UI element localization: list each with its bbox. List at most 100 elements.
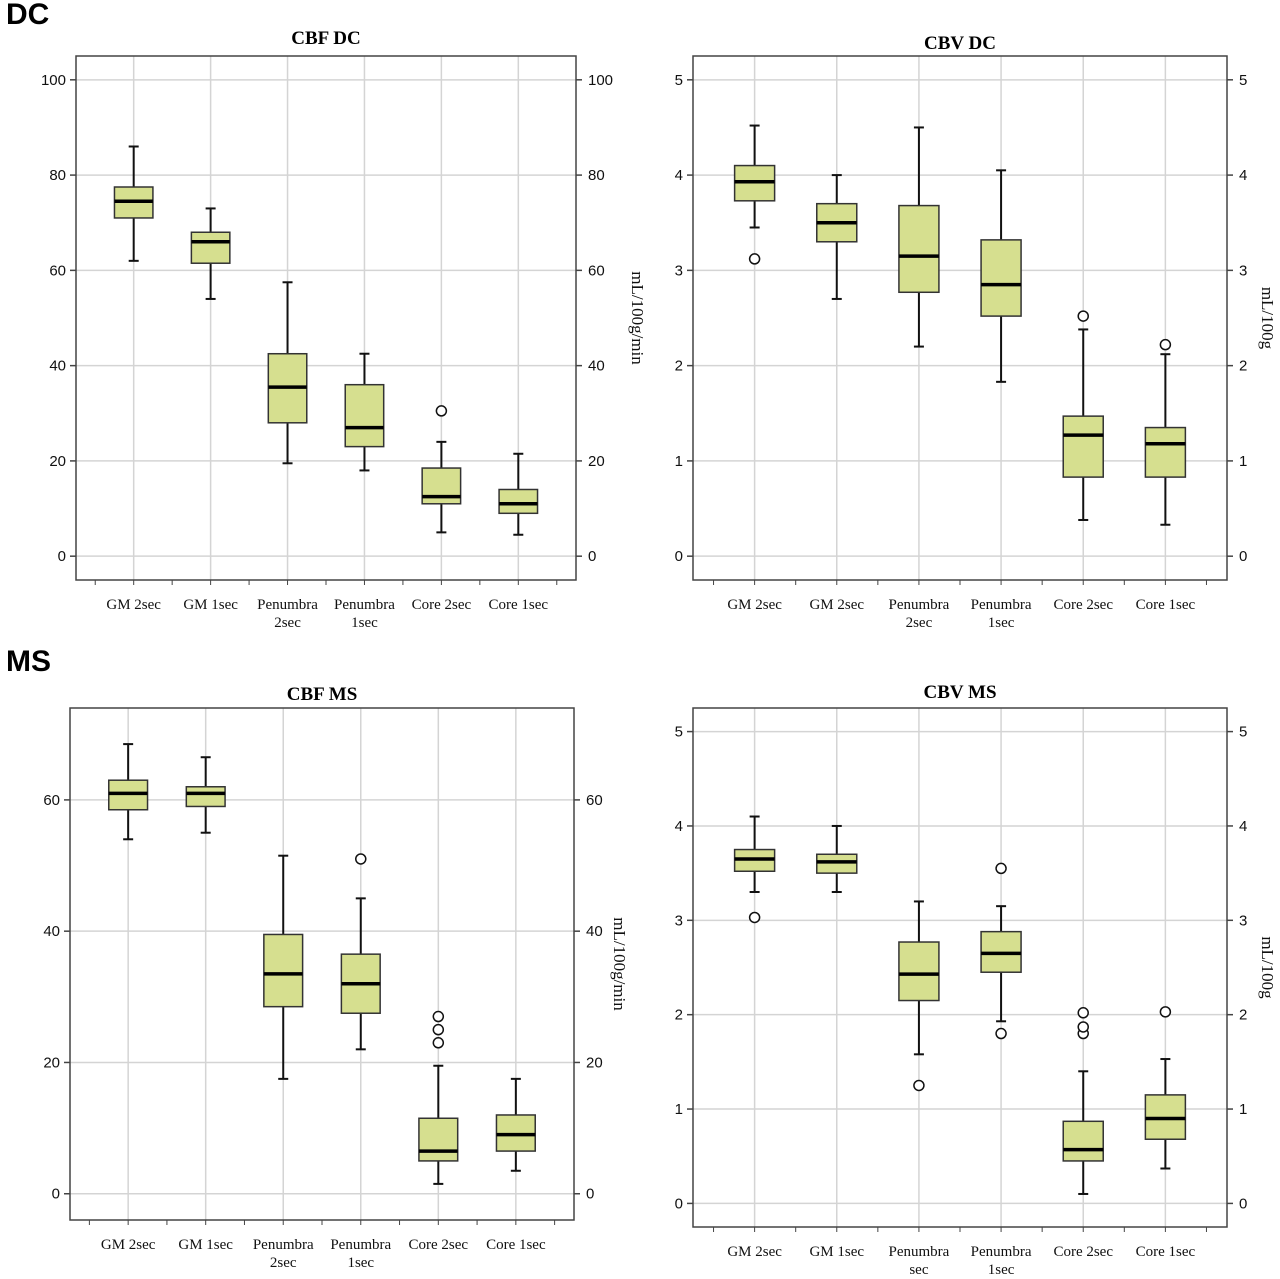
plot-frame [692, 707, 1228, 1228]
y-tick-label-left: 4 [675, 167, 683, 184]
y-axis-label: mL/100g [1258, 287, 1277, 350]
iqr-box [190, 231, 231, 264]
iqr-box [898, 941, 940, 1002]
category-label: Core 2sec [1053, 1244, 1113, 1260]
y-axis-label: mL/100g/min [610, 917, 629, 1011]
box-plot-panel: 0 0 1 1 2 2 3 3 4 4 5 5 CBV MS mL/100g GM 2sec GM 1sec P… [675, 682, 1277, 1278]
outlier-point [355, 853, 367, 865]
y-tick-label-right: 60 [588, 262, 605, 279]
box-series-item [185, 756, 226, 834]
outlier-point [1077, 1021, 1089, 1033]
box-series-item [733, 124, 776, 265]
y-tick-label-left: 100 [41, 72, 66, 89]
y-tick-label-left: 80 [49, 167, 66, 184]
y-tick-label-right: 3 [1239, 912, 1247, 929]
outlier-point [1077, 310, 1089, 322]
y-tick-label-left: 1 [675, 453, 683, 470]
iqr-box [185, 786, 226, 808]
y-tick-label-left: 20 [49, 453, 66, 470]
category-label: GM 1sec [183, 597, 238, 613]
y-tick-label-right: 0 [586, 1186, 594, 1203]
outlier-point [1159, 338, 1172, 351]
category-label: Penumbra 1sec [971, 1244, 1032, 1278]
y-tick-label-left: 40 [49, 358, 66, 375]
y-tick-label-left: 60 [49, 262, 66, 279]
y-tick-label-right: 2 [1239, 358, 1247, 375]
category-label: Core 1sec [489, 597, 549, 613]
y-tick-label-left: 2 [675, 358, 683, 375]
box-plot-panel: 0 0 1 1 2 2 3 3 4 4 5 5 CBV DC mL/100g GM 2sec GM 2sec P… [675, 33, 1277, 631]
y-tick-label-left: 2 [675, 1007, 683, 1024]
category-label: GM 1sec [809, 1244, 864, 1260]
y-tick-label-right: 20 [588, 453, 605, 470]
y-tick-label-left: 3 [675, 912, 683, 929]
category-label: Penumbra 2sec [257, 597, 318, 631]
y-tick-label-left: 1 [675, 1101, 683, 1118]
iqr-box [498, 488, 539, 515]
y-tick-label-left: 0 [58, 548, 66, 565]
category-label: Penumbra 1sec [334, 597, 395, 631]
outlier-point [748, 253, 761, 265]
category-label: Core 2sec [409, 1237, 469, 1253]
box-series-item [1144, 1006, 1187, 1170]
outlier-point [995, 1027, 1007, 1040]
iqr-box [1062, 1120, 1104, 1162]
box-series-item [495, 1077, 536, 1172]
chart-title: CBF MS [287, 684, 358, 705]
category-label: GM 2sec [727, 1244, 782, 1260]
box-series-item [113, 145, 154, 262]
category-label: Penumbra sec [889, 1244, 950, 1278]
box-series-item [340, 853, 381, 1051]
y-tick-label-left: 3 [675, 262, 683, 279]
category-label: Penumbra 2sec [889, 597, 950, 631]
y-tick-label-right: 5 [1239, 724, 1247, 741]
box-plot-panel: 0 0 20 20 40 40 60 60 CBF MS mL/100g/min GM 2sec GM… [43, 684, 629, 1271]
chart-title: CBV MS [923, 682, 996, 703]
y-tick-label-left: 40 [43, 923, 60, 940]
category-label: GM 2sec [106, 597, 161, 613]
iqr-box [418, 1117, 459, 1162]
y-tick-label-right: 1 [1239, 1101, 1247, 1118]
category-label: Core 1sec [1136, 1244, 1196, 1260]
box-series-item [816, 824, 858, 894]
iqr-box [980, 239, 1022, 317]
category-label: Penumbra 1sec [330, 1237, 391, 1271]
category-label: Core 2sec [412, 597, 472, 613]
category-label: GM 2sec [809, 597, 864, 613]
y-axis-label: mL/100g [1258, 936, 1277, 999]
category-label: Core 1sec [1136, 597, 1196, 613]
y-tick-label-right: 100 [588, 72, 613, 89]
plot-frame [692, 55, 1228, 581]
y-tick-label-right: 60 [586, 792, 603, 809]
y-tick-label-right: 5 [1239, 72, 1247, 89]
outlier-point [1159, 1006, 1172, 1018]
outlier-point [435, 405, 448, 417]
y-tick-label-left: 5 [675, 724, 683, 741]
y-tick-label-left: 20 [43, 1054, 60, 1071]
y-tick-label-right: 4 [1239, 818, 1247, 835]
box-series-item [980, 169, 1022, 383]
section-label-ms: MS [6, 645, 51, 678]
y-tick-label-right: 2 [1239, 1007, 1247, 1024]
iqr-box [816, 853, 858, 874]
y-tick-label-right: 20 [586, 1054, 603, 1071]
y-tick-label-right: 4 [1239, 167, 1247, 184]
y-tick-label-right: 40 [586, 923, 603, 940]
y-tick-label-left: 5 [675, 72, 683, 89]
category-label: Core 1sec [486, 1237, 546, 1253]
outlier-point [432, 1037, 445, 1049]
category-label: GM 2sec [101, 1237, 156, 1253]
box-series-item [498, 452, 539, 536]
box-series-item [1062, 1007, 1104, 1195]
outlier-point [748, 911, 761, 924]
y-tick-label-left: 0 [675, 1195, 683, 1212]
y-tick-label-right: 3 [1239, 262, 1247, 279]
box-series-item [344, 352, 385, 472]
iqr-box [263, 933, 304, 1008]
chart-title: CBV DC [924, 33, 996, 54]
iqr-box [1144, 426, 1187, 478]
y-tick-label-left: 0 [52, 1186, 60, 1203]
category-label: Core 2sec [1053, 597, 1113, 613]
box-series-item [980, 862, 1022, 1040]
